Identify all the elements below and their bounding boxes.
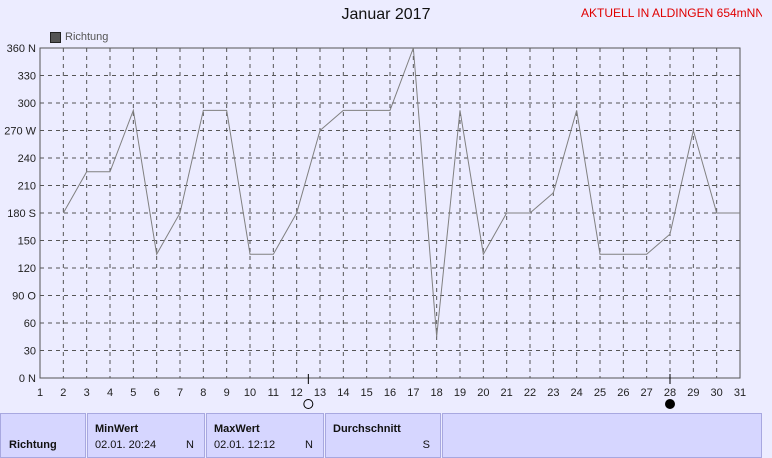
stats-min-cell: MinWert 02.01. 20:24 N — [87, 413, 205, 458]
full-moon-icon — [303, 399, 314, 409]
avg-header: Durchschnitt — [333, 423, 401, 435]
x-tick-label: 6 — [154, 387, 160, 399]
legend-label: Richtung — [65, 31, 109, 43]
x-tick-label: 14 — [337, 387, 349, 399]
x-tick-label: 22 — [524, 387, 536, 399]
x-tick-label: 4 — [107, 387, 113, 399]
x-tick-label: 20 — [477, 387, 489, 399]
chart-title: Januar 2017 — [341, 6, 431, 23]
stats-row-label-cell: Richtung — [0, 413, 86, 458]
y-ticks: 0 N 30 60 90 O 120 150 180 S 210 240 270 W 300 330 3… — [4, 43, 36, 385]
x-tick-label: 21 — [501, 387, 513, 399]
x-tick-label: 17 — [407, 387, 419, 399]
x-tick-label: 18 — [431, 387, 443, 399]
x-tick-label: 29 — [687, 387, 699, 399]
stats-row-label: Richtung — [9, 439, 57, 451]
x-tick-label: 25 — [594, 387, 606, 399]
x-tick-label: 26 — [617, 387, 629, 399]
x-tick-label: 2 — [60, 387, 66, 399]
x-tick-label: 9 — [224, 387, 230, 399]
y-tick-label: 330 — [18, 71, 36, 83]
y-tick-label: 360 N — [7, 43, 36, 55]
y-tick-label: 120 — [18, 263, 36, 275]
x-tick-label: 16 — [384, 387, 396, 399]
min-date: 02.01. 20:24 — [95, 439, 157, 451]
max-direction: N — [305, 439, 313, 451]
x-tick-label: 27 — [641, 387, 653, 399]
y-tick-label: 30 — [24, 346, 36, 358]
series-line-richtung — [62, 47, 740, 337]
x-tick-label: 7 — [177, 387, 183, 399]
grid — [40, 48, 740, 378]
x-tick-label: 15 — [361, 387, 373, 399]
y-tick-label: 0 N — [19, 373, 36, 385]
y-tick-label: 90 O — [12, 291, 36, 303]
min-direction: N — [186, 439, 194, 451]
x-tick-label: 13 — [314, 387, 326, 399]
max-header: MaxWert — [214, 423, 260, 435]
x-tick-label: 10 — [244, 387, 256, 399]
x-tick-label: 28 — [664, 387, 676, 399]
min-header: MinWert — [95, 423, 139, 435]
legend: Richtung — [50, 31, 108, 43]
right-margin — [762, 0, 772, 413]
x-tick-label: 24 — [571, 387, 583, 399]
avg-direction: S — [422, 439, 430, 451]
x-tick-label: 1 — [37, 387, 43, 399]
y-tick-label: 150 — [18, 236, 36, 248]
stats-empty-cell — [442, 413, 762, 458]
legend-swatch — [50, 31, 61, 43]
station-label: AKTUELL IN ALDINGEN 654mNN — [581, 6, 764, 20]
x-tick-label: 19 — [454, 387, 466, 399]
moon-phases — [303, 374, 675, 409]
y-tick-label: 270 W — [4, 126, 36, 138]
x-tick-label: 8 — [200, 387, 206, 399]
x-tick-label: 23 — [547, 387, 559, 399]
series — [62, 47, 740, 337]
x-tick-label: 30 — [711, 387, 723, 399]
x-tick-label: 11 — [268, 387, 279, 399]
y-tick-label: 60 — [24, 318, 36, 330]
y-tick-label: 180 S — [7, 208, 36, 220]
x-tick-label: 31 — [734, 387, 746, 399]
stats-bar: Richtung MinWert 02.01. 20:24 N MaxWert … — [0, 413, 772, 458]
y-tick-label: 240 — [18, 153, 36, 165]
x-tick-label: 12 — [291, 387, 303, 399]
new-moon-icon — [665, 399, 675, 409]
max-date: 02.01. 12:12 — [214, 439, 276, 451]
x-tick-label: 3 — [84, 387, 90, 399]
y-tick-label: 300 — [18, 98, 36, 110]
stats-avg-cell: Durchschnitt S — [325, 413, 441, 458]
x-tick-label: 5 — [130, 387, 136, 399]
stats-max-cell: MaxWert 02.01. 12:12 N — [206, 413, 324, 458]
x-ticks: 1 2 3 4 5 6 7 8 9 10 11 12 13 14 15 16 17 18 19 20 21 22 23 24 2… — [37, 387, 746, 399]
y-tick-label: 210 — [18, 181, 36, 193]
